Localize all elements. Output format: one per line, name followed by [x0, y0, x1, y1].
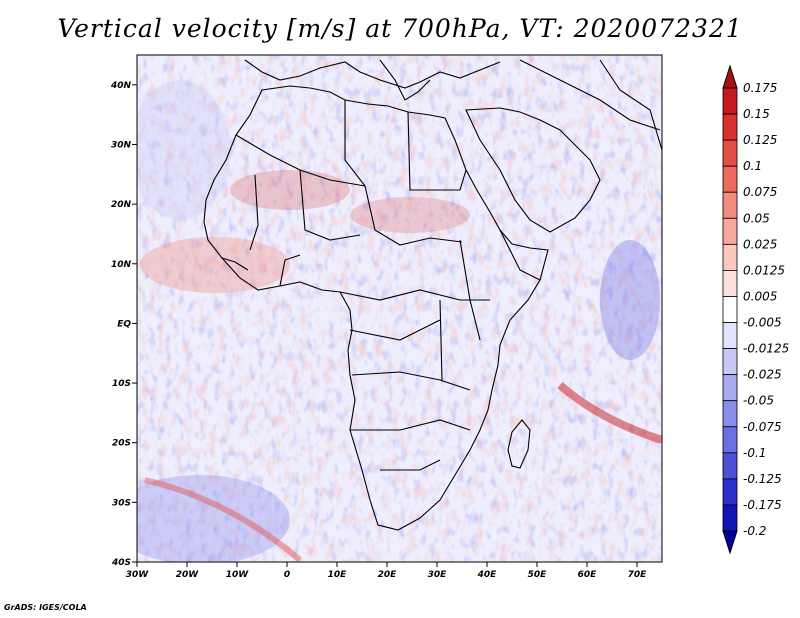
colorbar-swatch [722, 452, 738, 480]
lon-label: 10W [226, 570, 250, 580]
colorbar-swatch [722, 296, 738, 323]
lon-label: 50E [528, 570, 548, 580]
colorbar-label: 0.0125 [743, 263, 785, 277]
colorbar-label: 0.175 [743, 81, 777, 95]
europe-coastline [244, 59, 501, 89]
colorbar-bottom-arrow [722, 530, 738, 555]
colorbar-swatch [722, 374, 738, 402]
colorbar-label: 0.1 [743, 159, 762, 173]
colorbar-swatch [722, 165, 738, 193]
lon-label: 0 [284, 570, 290, 580]
credit-text: GrADS: IGES/COLA [4, 603, 87, 612]
lat-label: 40S [111, 558, 131, 568]
colorbar-swatch [722, 400, 738, 428]
colorbar-label: 0.05 [743, 211, 770, 225]
colorbar-swatch [722, 426, 738, 454]
colorbar-swatch [722, 348, 738, 376]
colorbar-label: 0.005 [743, 289, 777, 303]
map-title: Vertical velocity [m/s] at 700hPa, VT: 2… [57, 14, 743, 43]
colorbar-label: -0.05 [743, 394, 774, 408]
colorbar-swatch [722, 270, 738, 297]
colorbar-label: -0.125 [743, 472, 782, 486]
colorbar-swatch [722, 478, 738, 506]
colorbar-swatch [722, 504, 738, 532]
colorbar-label: 0.125 [743, 133, 777, 147]
lat-label: 20S [112, 439, 131, 449]
africa-coastline [203, 85, 549, 531]
lon-label: 30E [428, 570, 448, 580]
colorbar-label: -0.2 [743, 524, 766, 538]
colorbar-label: -0.005 [743, 316, 782, 330]
colorbar-label: 0.025 [743, 237, 777, 251]
lat-label: 10S [112, 379, 131, 389]
colorbar-swatch [722, 243, 738, 271]
latitude-axis: 40N 30N 20N 10N EQ 10S 20S 30S 40S [110, 81, 137, 568]
colorbar-swatch [722, 87, 738, 115]
longitude-axis: 30W 20W 10W 0 10E 20E 30E 40E 50E 60E 70E [126, 562, 647, 580]
lon-label: 60E [578, 570, 598, 580]
lon-label: 40E [477, 570, 498, 580]
colorbar-label: -0.175 [743, 498, 782, 512]
colorbar: 0.175 0.15 0.125 0.1 0.075 0.05 0.025 0.0125 0.0… [722, 64, 789, 555]
lon-label: 20E [378, 570, 398, 580]
colorbar-label: -0.075 [743, 420, 782, 434]
lon-label: 70E [628, 570, 648, 580]
lat-label: 40N [110, 81, 132, 91]
colorbar-label: 0.075 [743, 185, 777, 199]
lon-label: 30W [126, 570, 150, 580]
colorbar-label: 0.15 [743, 107, 770, 121]
coastlines [203, 59, 662, 531]
lon-label: 20W [176, 570, 200, 580]
colorbar-label: -0.0125 [743, 342, 789, 356]
lat-label: 10N [111, 260, 132, 270]
plot-frame [136, 54, 663, 563]
lat-label: EQ [117, 319, 131, 329]
colorbar-swatch [722, 217, 738, 245]
lat-label: 30S [112, 498, 131, 508]
lon-label: 10E [328, 570, 348, 580]
madagascar-coastline [507, 419, 531, 469]
colorbar-swatch [722, 139, 738, 167]
arabia-coastline [465, 107, 601, 233]
colorbar-swatch [722, 113, 738, 141]
colorbar-label: -0.025 [743, 368, 782, 382]
velocity-field [137, 55, 662, 562]
colorbar-top-arrow [722, 64, 738, 89]
lat-label: 20N [111, 200, 132, 210]
lat-label: 30N [111, 140, 132, 150]
colorbar-swatch [722, 191, 738, 219]
colorbar-label: -0.1 [743, 446, 766, 460]
colorbar-swatch [722, 322, 738, 349]
